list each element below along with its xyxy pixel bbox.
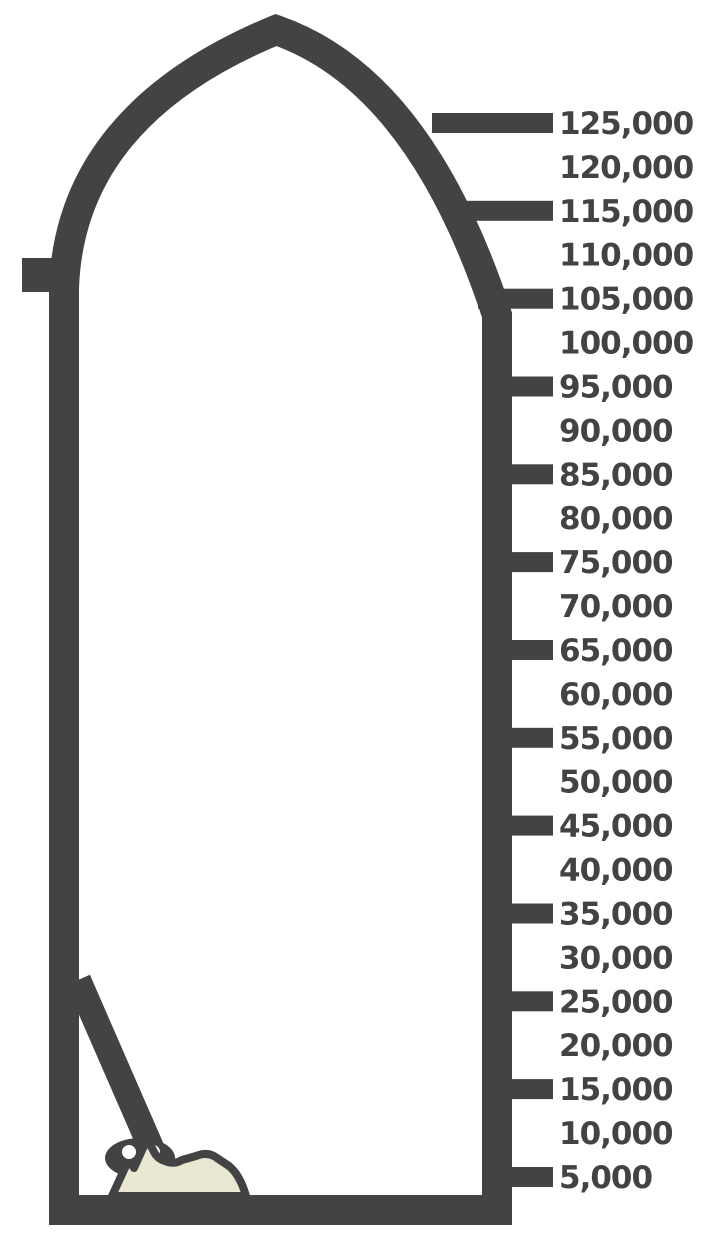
gauge-label: 90,000 xyxy=(559,413,673,449)
inlet-pipe-icon xyxy=(66,974,172,1174)
gauge-label: 50,000 xyxy=(559,765,673,801)
gauge-label: 10,000 xyxy=(559,1116,673,1152)
gauge-label: 100,000 xyxy=(559,326,694,362)
gauge-label: 45,000 xyxy=(559,809,673,845)
gauge-tick xyxy=(488,903,553,924)
gauge-label: 5,000 xyxy=(559,1160,652,1196)
gauge-label: 105,000 xyxy=(559,282,694,318)
gauge-label: 115,000 xyxy=(559,194,694,230)
sediment-mound xyxy=(108,1140,250,1200)
gauge-label: 75,000 xyxy=(559,545,673,581)
gauge-tick xyxy=(488,815,553,836)
gauge-label: 60,000 xyxy=(559,677,673,713)
gauge-label: 25,000 xyxy=(559,984,673,1020)
gauge-label: 55,000 xyxy=(559,721,673,757)
gauge-label: 30,000 xyxy=(559,940,673,976)
gauge-label: 35,000 xyxy=(559,897,673,933)
gauge-label: 85,000 xyxy=(559,457,673,493)
gauge-tick xyxy=(456,200,553,221)
gauge-label: 125,000 xyxy=(559,106,694,142)
gauge-tick xyxy=(488,552,553,573)
gauge-scale: 125,000 120,000 115,000 110,000 105,000 100,0… xyxy=(432,106,695,1196)
gauge-tick xyxy=(478,288,553,309)
gauge-label: 40,000 xyxy=(559,853,673,889)
gauge-label: 95,000 xyxy=(559,370,673,406)
gauge-tick xyxy=(488,640,553,660)
gauge-tick xyxy=(488,376,553,397)
gauge-tick xyxy=(432,113,553,133)
tank-outline xyxy=(49,13,512,1225)
gauge-label: 20,000 xyxy=(559,1028,673,1064)
gauge-tick xyxy=(488,1167,553,1187)
gauge-tick xyxy=(488,1079,553,1100)
tank-left-ledge-icon xyxy=(22,258,54,292)
gauge-tick xyxy=(488,991,553,1012)
gauge-label: 110,000 xyxy=(559,238,694,274)
gauge-label: 15,000 xyxy=(559,1072,673,1108)
gauge-label: 120,000 xyxy=(559,150,694,186)
gauge-tick xyxy=(488,727,553,748)
gauge-label: 70,000 xyxy=(559,589,673,625)
gauge-label: 65,000 xyxy=(559,633,673,669)
gauge-label: 80,000 xyxy=(559,501,673,537)
gauge-tick xyxy=(488,464,553,485)
